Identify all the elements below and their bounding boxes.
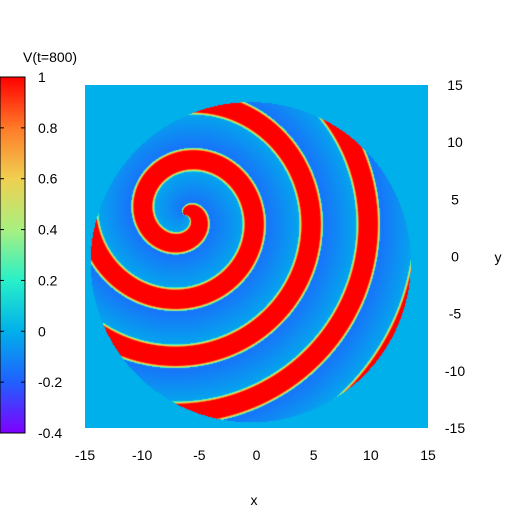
y-tick-label: 15 (447, 77, 463, 93)
y-axis-label: y (495, 249, 502, 265)
y-tick-label: 0 (451, 249, 459, 265)
heatmap-image (85, 85, 428, 428)
colorbar-tick-label: -0.2 (38, 374, 62, 390)
x-tick-label: -15 (75, 447, 95, 463)
x-tick-label: 0 (253, 447, 261, 463)
colorbar-tick-label: 0.8 (38, 120, 58, 136)
y-tick-label: -10 (445, 363, 465, 379)
colorbar-ticks: 1 0.8 0.6 0.4 0.2 0 -0.2 -0.4 (0, 69, 62, 441)
y-tick-label: 10 (447, 134, 463, 150)
colorbar-tick-label: -0.4 (38, 425, 62, 441)
colorbar-label: V(t=800) (23, 49, 77, 65)
y-axis-ticks: 15 10 5 0 -5 -10 -15 (445, 77, 465, 436)
plot-area (85, 85, 428, 428)
x-tick-label: 10 (363, 447, 379, 463)
colorbar-tick-label: 0.4 (38, 222, 58, 238)
y-tick-label: 5 (451, 191, 459, 207)
x-axis-label: x (251, 492, 258, 508)
colorbar-tick-label: 0 (38, 323, 46, 339)
colorbar-tick-label: 1 (38, 69, 46, 85)
colorbar (0, 76, 26, 434)
colorbar-tick-label: 0.2 (38, 272, 58, 288)
x-tick-label: 15 (420, 447, 436, 463)
x-axis-ticks: -15 -10 -5 0 5 10 15 (75, 447, 436, 463)
x-tick-label: -5 (193, 447, 206, 463)
x-tick-label: -10 (132, 447, 152, 463)
y-tick-label: -15 (445, 420, 465, 436)
y-tick-label: -5 (449, 306, 462, 322)
colorbar-tick-label: 0.6 (38, 171, 58, 187)
x-tick-label: 5 (310, 447, 318, 463)
